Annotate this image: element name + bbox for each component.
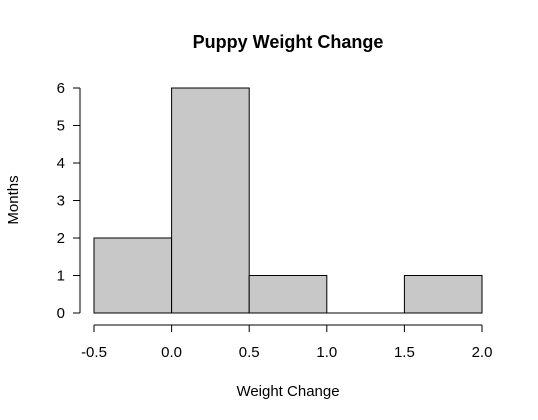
y-tick-label: 2 — [57, 230, 65, 247]
x-tick-label: 0.5 — [239, 344, 260, 361]
y-tick-label: 4 — [57, 155, 65, 172]
y-tick-label: 1 — [57, 268, 65, 285]
x-tick-label: 0.0 — [161, 344, 182, 361]
x-axis: -0.5 0.0 0.5 1.0 1.5 2.0 — [81, 324, 493, 361]
chart-title: Puppy Weight Change — [193, 32, 384, 52]
y-axis: 0 1 2 3 4 5 6 — [57, 80, 81, 322]
bars-group — [93, 87, 483, 314]
x-tick-label: 1.0 — [316, 344, 337, 361]
y-axis-label: Months — [5, 175, 22, 224]
histogram-bar-1 — [171, 87, 250, 314]
histogram-bar-2 — [248, 275, 328, 314]
y-tick-label: 3 — [57, 193, 65, 210]
x-tick-label: 2.0 — [472, 344, 493, 361]
y-tick-label: 0 — [57, 305, 65, 322]
y-tick-label: 5 — [57, 118, 65, 135]
x-tick-label: 1.5 — [394, 344, 415, 361]
histogram-bar-0 — [93, 237, 173, 314]
x-axis-label: Weight Change — [236, 383, 339, 400]
histogram-bar-4 — [403, 275, 483, 314]
y-tick-label: 6 — [57, 80, 65, 97]
x-tick-label: -0.5 — [81, 344, 107, 361]
